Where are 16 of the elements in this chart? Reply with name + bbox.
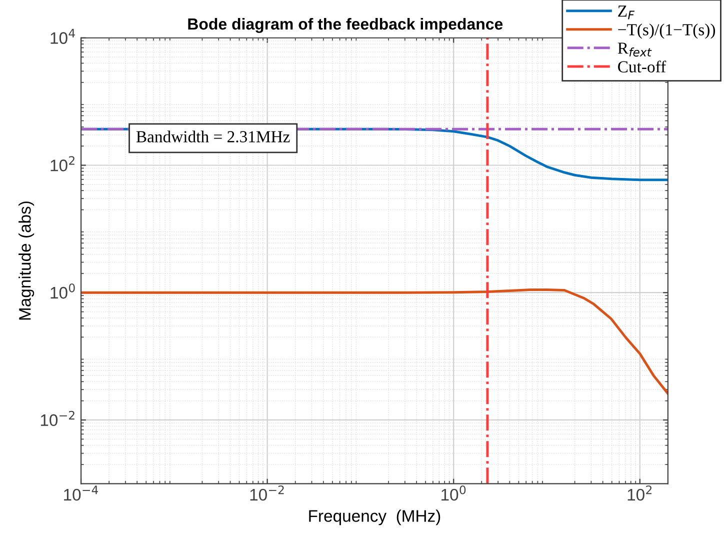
y-tick-label: 10$^{−2}$ — [40, 410, 74, 426]
y-tick-label: 10$^{2}$ — [50, 156, 74, 172]
legend-label: −T(s)/(1−T(s)) — [618, 24, 716, 39]
x-tick-label: 10$^{−4}$ — [64, 486, 98, 501]
x-axis-title: Frequency (MHz) — [309, 510, 440, 526]
x-tick-label: 10$^{−2}$ — [250, 485, 284, 501]
y-tick-label: 10$^{4}$ — [50, 28, 75, 44]
legend-label: R$_{fext}$ — [618, 42, 652, 57]
legend-label: Cut-off — [618, 60, 666, 72]
annotation: Bandwidth = 2.31MHz — [136, 130, 290, 142]
chart-title: Bode diagram of the feedback impedance — [188, 18, 503, 33]
legend-label: Z$_{F}$ — [618, 6, 635, 20]
x-tick-label: 10$^{2}$ — [628, 485, 652, 501]
y-tick-label: 10$^{0}$ — [50, 283, 75, 299]
x-tick-label: 10$^{0}$ — [442, 485, 466, 501]
y-axis-title: Magnitude (abs) — [18, 202, 34, 320]
